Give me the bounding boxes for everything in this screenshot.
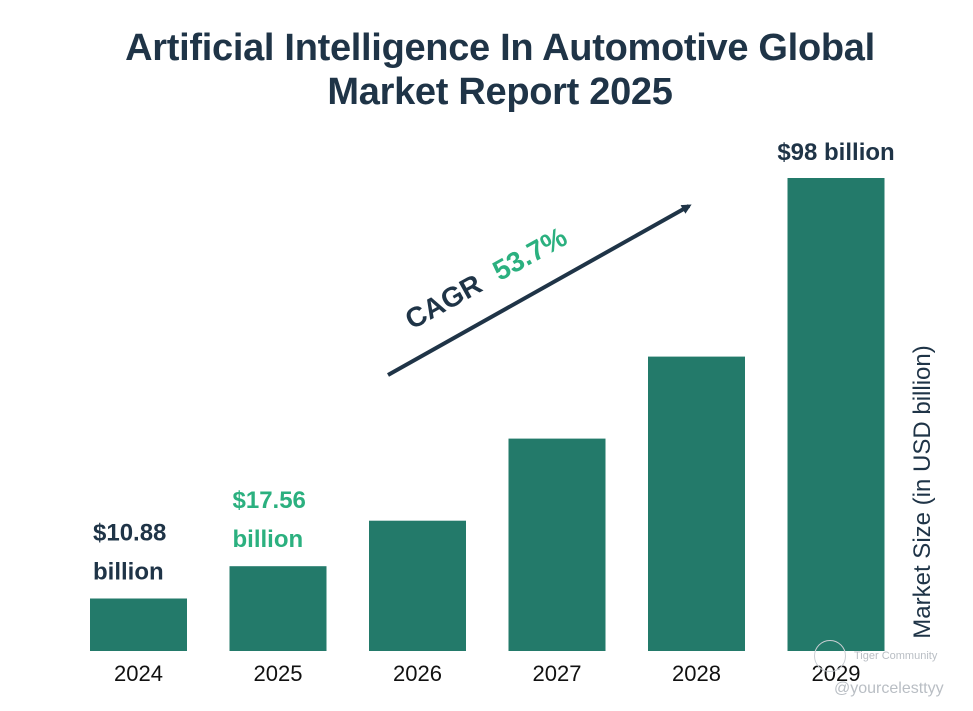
- x-tick-label-2026: 2026: [393, 661, 442, 686]
- watermark: Tiger Community @yourcelesttyy: [814, 638, 964, 704]
- x-tick-label-2024: 2024: [114, 661, 163, 686]
- bar-2027: [508, 438, 606, 651]
- chart-title: Artificial Intelligence In Automotive Gl…: [60, 26, 940, 114]
- data-label-2024-line-2: billion: [93, 559, 164, 586]
- watermark-logo-icon: [814, 640, 846, 672]
- chart-title-line-2: Market Report 2025: [327, 71, 673, 113]
- data-label-2024-line-1: $10.88: [93, 520, 166, 547]
- x-tick-label-2028: 2028: [672, 661, 721, 686]
- data-labels: $10.88 billion $17.56 billion $98 billion: [93, 139, 895, 586]
- bar-2029: [787, 178, 885, 651]
- bar-2028: [648, 356, 745, 651]
- data-label-2025-line-2: billion: [233, 526, 304, 553]
- watermark-brand: Tiger Community: [854, 650, 938, 662]
- cagr-annotation: CAGR 53.7%: [387, 204, 692, 377]
- data-label-2029-line-1: $98 billion: [777, 139, 894, 166]
- x-tick-label-2027: 2027: [533, 661, 582, 686]
- chart-title-line-1: Artificial Intelligence In Automotive Gl…: [125, 27, 875, 69]
- bar-2025: [229, 566, 327, 651]
- data-label-2025-line-1: $17.56: [233, 487, 306, 514]
- bar-2026: [369, 520, 466, 651]
- x-tick-label-2025: 2025: [254, 661, 303, 686]
- x-tick-labels: 2024 2025 2026 2027 2028 2029: [114, 661, 860, 686]
- bar-2024: [90, 598, 187, 651]
- cagr-arrow: [387, 204, 692, 377]
- watermark-handle: @yourcelesttyy: [834, 680, 944, 697]
- y-axis-label: Market Size (in USD billion): [909, 345, 936, 638]
- bars-layer: [90, 178, 885, 651]
